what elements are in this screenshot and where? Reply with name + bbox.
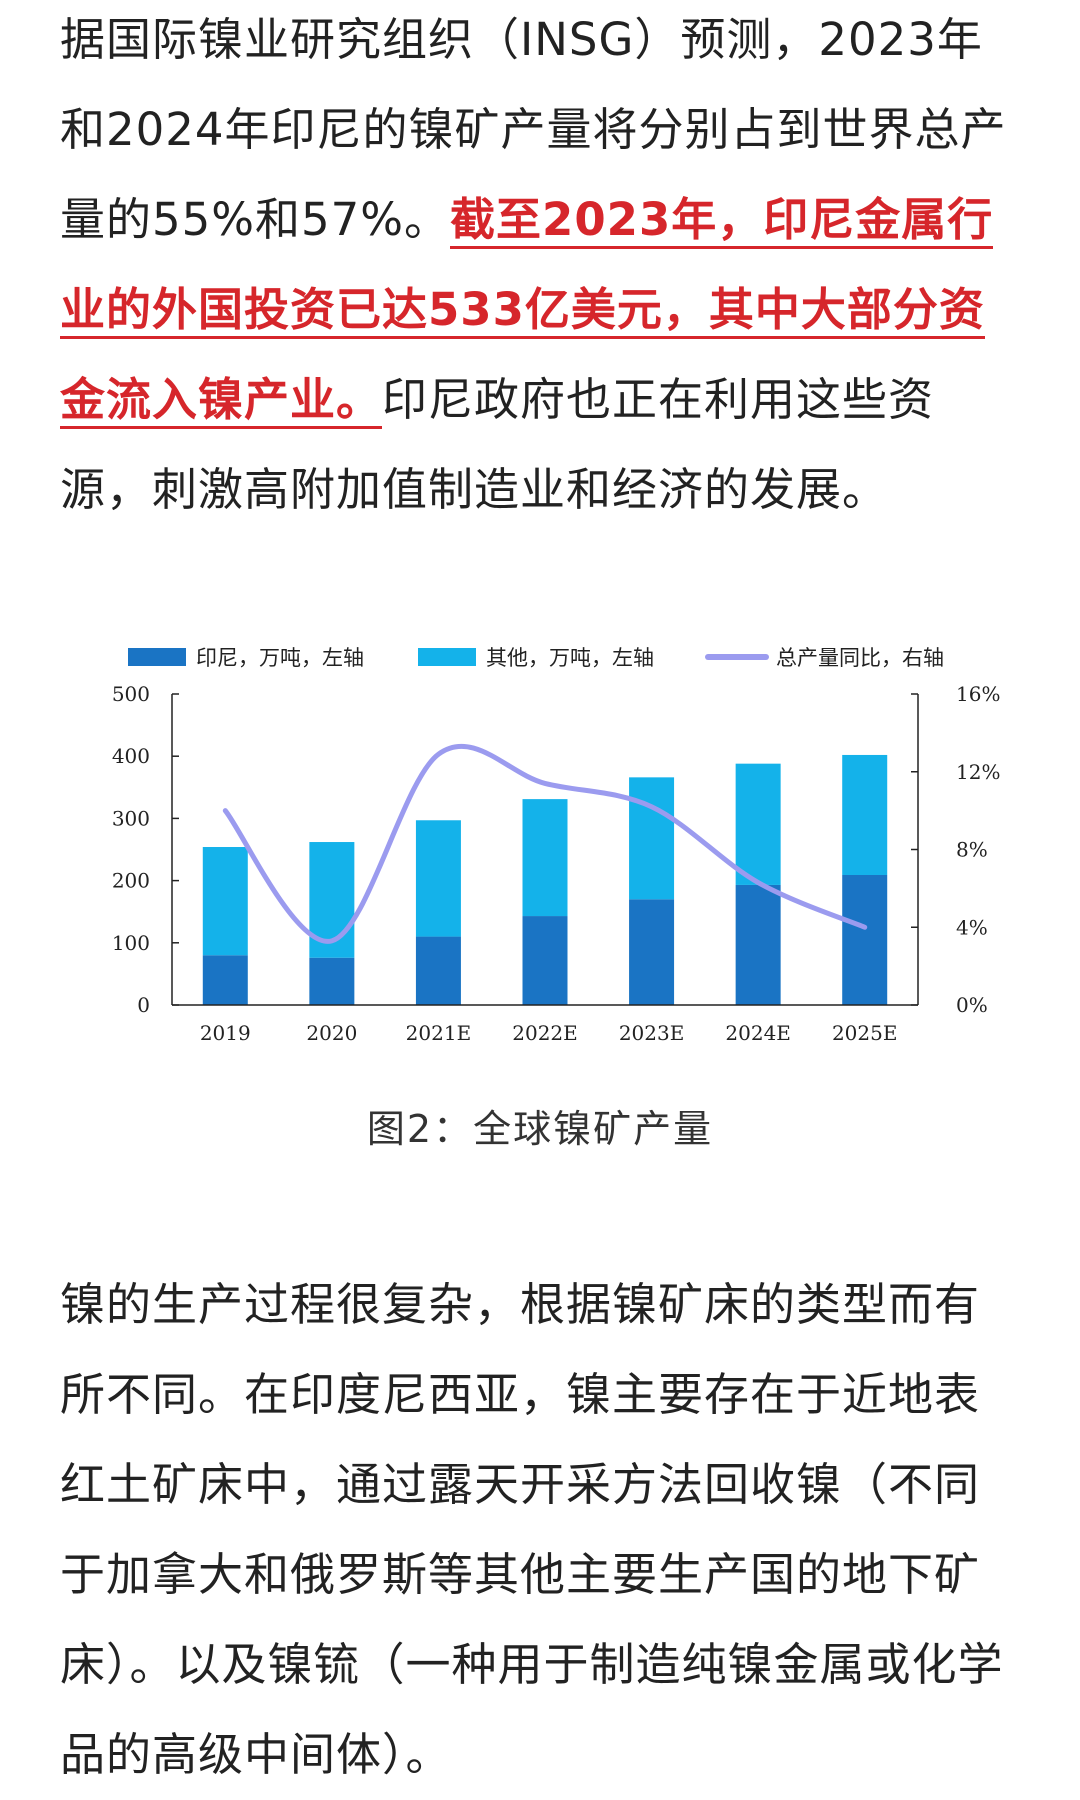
bar-other-2025E: [842, 754, 888, 876]
right-tick-label: 0%: [956, 993, 988, 1017]
left-tick-label: 100: [112, 931, 150, 955]
chart-legend: 印尼，万吨，左轴 其他，万吨，左轴 总产量同比，右轴: [128, 646, 944, 670]
bar-other-2021E: [415, 820, 461, 937]
chart-axes: 0 100 200 300 400 500 0% 4% 8% 12% 16% 2019 2020 2021…: [112, 682, 1001, 1045]
legend-label-1: 其他，万吨，左轴: [486, 646, 654, 670]
bar-series: [202, 754, 888, 1005]
growth-line: [222, 744, 868, 944]
right-tick-label: 12%: [956, 760, 1000, 784]
bar-indonesia-2025E: [842, 875, 888, 1005]
right-tick-label: 16%: [956, 682, 1000, 706]
bar-indonesia-2020: [309, 957, 355, 1005]
x-tick-label: 2020: [306, 1021, 357, 1045]
left-tick-label: 500: [112, 682, 150, 706]
bar-indonesia-2023E: [629, 899, 675, 1005]
left-tick-label: 0: [137, 993, 150, 1017]
x-tick-label: 2019: [200, 1021, 251, 1045]
legend-swatch-1: [418, 648, 476, 666]
intro-text-end: 印尼政府也正在利用这些资源，刺激高附加值制造业和经济的发展。: [60, 373, 935, 516]
figure-caption: 图2：全球镍矿产量: [366, 1107, 714, 1151]
x-tick-label: 2025E: [832, 1021, 898, 1045]
right-tick-label: 4%: [956, 915, 988, 939]
process-paragraph: 镍的生产过程很复杂，根据镍矿床的类型而有所不同。在印度尼西亚，镍主要存在于近地表…: [60, 1278, 1004, 1781]
bar-other-2023E: [629, 777, 675, 900]
intro-paragraph: 据国际镍业研究组织（INSG）预测，2023年和2024年印尼的镍矿产量将分别占…: [60, 0, 1020, 535]
legend-label-2: 总产量同比，右轴: [776, 646, 944, 670]
legend-label-0: 印尼，万吨，左轴: [196, 646, 364, 670]
x-tick-label: 2021E: [406, 1021, 472, 1045]
left-tick-label: 200: [112, 869, 150, 893]
intro-text-start: 据国际镍业研究组织（INSG）预测，2023年和2024年印尼的镍矿产量将分别占…: [60, 13, 1007, 246]
bar-indonesia-2019: [202, 955, 248, 1005]
x-tick-label: 2022E: [512, 1021, 578, 1045]
growth-line-series: [222, 744, 868, 944]
left-tick-label: 400: [112, 744, 150, 768]
x-tick-label: 2023E: [619, 1021, 685, 1045]
bar-other-2024E: [735, 763, 781, 885]
bar-other-2022E: [522, 799, 568, 917]
x-tick-label: 2024E: [725, 1021, 791, 1045]
bar-indonesia-2021E: [415, 936, 461, 1005]
bar-indonesia-2022E: [522, 916, 568, 1005]
legend-swatch-0: [128, 648, 186, 666]
nickel-production-chart: 印尼，万吨，左轴 其他，万吨，左轴 总产量同比，右轴 0 100 200 300 400 50…: [112, 646, 1001, 1045]
left-tick-label: 300: [112, 806, 150, 830]
right-tick-label: 8%: [956, 838, 988, 862]
bar-other-2019: [202, 847, 248, 956]
highlighted-text: 截至2023年，印尼金属行业的外国投资已达533亿美元，其中大部分资金流入镍产业…: [60, 193, 994, 429]
bar-indonesia-2024E: [735, 884, 781, 1005]
